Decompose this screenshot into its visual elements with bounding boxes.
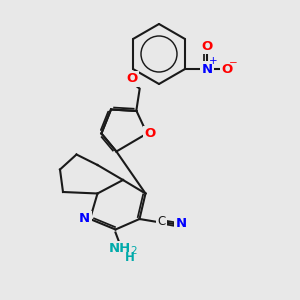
Text: C: C: [157, 215, 165, 228]
Text: O: O: [221, 62, 233, 76]
Text: H: H: [125, 251, 134, 264]
Text: N: N: [202, 62, 213, 76]
Text: O: O: [202, 40, 213, 53]
Text: 2: 2: [130, 245, 137, 256]
Text: O: O: [144, 127, 156, 140]
Text: −: −: [229, 58, 237, 68]
Text: NH: NH: [109, 242, 131, 256]
Text: N: N: [176, 217, 187, 230]
Text: N: N: [79, 212, 90, 226]
Text: O: O: [126, 72, 137, 85]
Text: +: +: [208, 56, 217, 66]
